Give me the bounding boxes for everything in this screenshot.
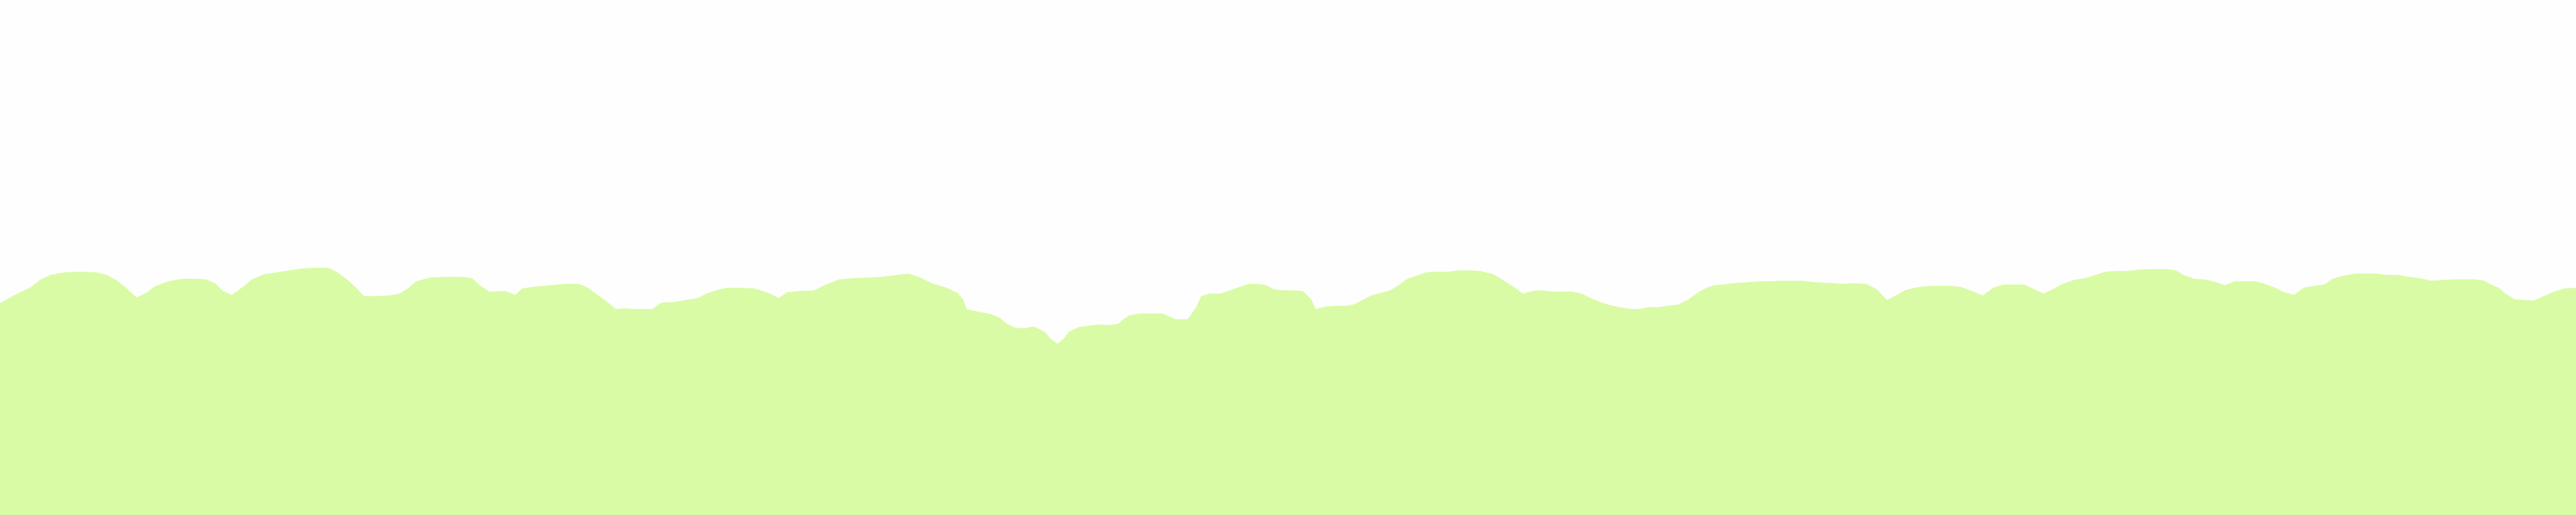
- hills-shape: [0, 268, 2576, 515]
